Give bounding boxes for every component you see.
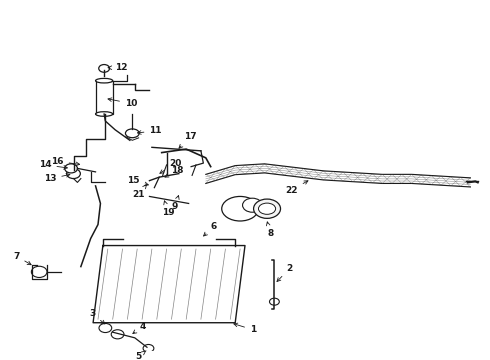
Circle shape (99, 64, 110, 72)
Ellipse shape (243, 198, 262, 212)
Text: 13: 13 (44, 174, 70, 183)
Text: 17: 17 (179, 132, 196, 148)
Text: 21: 21 (132, 185, 147, 199)
Circle shape (111, 330, 124, 339)
Text: 16: 16 (51, 157, 80, 166)
Circle shape (143, 345, 154, 352)
Ellipse shape (67, 169, 80, 179)
Text: 18: 18 (165, 166, 184, 177)
Ellipse shape (96, 78, 113, 83)
Text: 20: 20 (160, 159, 181, 173)
Ellipse shape (96, 112, 113, 116)
Text: 11: 11 (138, 126, 162, 135)
Text: 6: 6 (203, 222, 217, 236)
Ellipse shape (254, 199, 281, 219)
Circle shape (65, 164, 77, 173)
Circle shape (270, 298, 279, 305)
Text: 3: 3 (89, 310, 105, 324)
Text: 2: 2 (277, 264, 293, 282)
Text: 7: 7 (13, 252, 31, 265)
Text: 15: 15 (127, 176, 148, 186)
Ellipse shape (259, 203, 275, 214)
Text: 12: 12 (108, 63, 128, 72)
Text: 5: 5 (135, 351, 146, 360)
Text: 19: 19 (162, 201, 174, 217)
Ellipse shape (221, 197, 259, 221)
Bar (96, 81, 113, 114)
Text: 1: 1 (234, 323, 256, 334)
Text: 22: 22 (285, 181, 308, 195)
Text: 8: 8 (267, 222, 273, 238)
Text: 9: 9 (172, 195, 179, 211)
Text: 14: 14 (39, 160, 68, 169)
Ellipse shape (125, 129, 139, 138)
Text: 4: 4 (133, 322, 146, 333)
Circle shape (31, 266, 47, 278)
Text: 10: 10 (108, 98, 137, 108)
Circle shape (99, 323, 112, 333)
